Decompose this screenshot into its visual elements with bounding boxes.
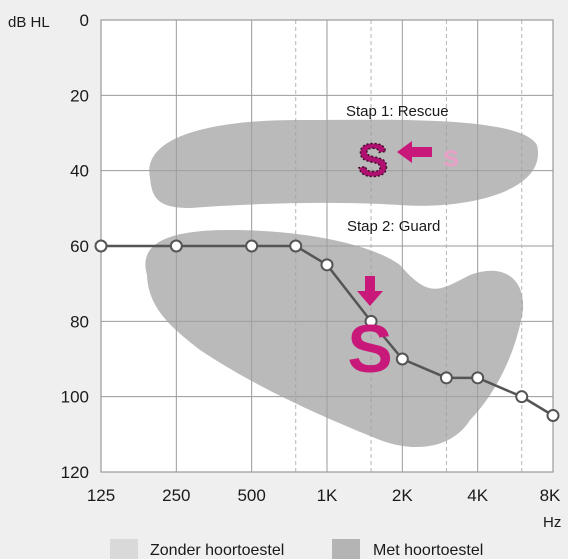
data-point: [289, 239, 303, 253]
step1-small-s: s: [443, 140, 460, 173]
data-point: [94, 239, 108, 253]
y-tick-label: 100: [61, 388, 89, 407]
step2-arrow-icon: [357, 276, 383, 306]
data-point: [364, 314, 378, 328]
y-unit-label: dB HL: [8, 14, 50, 31]
unaided-speech-region: [149, 119, 539, 208]
step2-label: Stap 2: Guard: [347, 218, 440, 235]
step1-label: Stap 1: Rescue: [346, 103, 449, 120]
x-tick-label: 250: [162, 486, 190, 505]
data-point: [439, 371, 453, 385]
x-tick-label: 1K: [317, 486, 338, 505]
data-point: [546, 409, 560, 422]
x-tick-label: 2K: [392, 486, 413, 505]
threshold-series: [94, 239, 560, 422]
y-tick-label: 60: [70, 237, 89, 256]
x-tick-label: 8K: [540, 486, 561, 505]
step1-arrow-icon: [397, 141, 432, 163]
data-point: [515, 390, 529, 404]
legend: Zonder hoortoestel Met hoortoestel: [110, 539, 483, 559]
legend-swatch-unaided: [110, 539, 138, 559]
x-tick-label: 500: [237, 486, 265, 505]
x-unit-label: Hz: [543, 514, 561, 531]
y-tick-label: 80: [70, 312, 89, 331]
y-axis: 0 20 40 60 80 100 120: [61, 11, 89, 482]
data-point: [320, 258, 334, 272]
aided-speech-region: [145, 230, 524, 448]
step2-large-s: S: [347, 311, 392, 387]
y-tick-label: 20: [70, 86, 89, 105]
data-point: [169, 239, 183, 253]
x-axis: 125 250 500 1K 2K 4K 8K: [87, 486, 561, 505]
step1-large-s: S: [358, 134, 389, 186]
data-point: [471, 371, 485, 385]
legend-label-unaided: Zonder hoortoestel: [150, 542, 284, 559]
data-point: [245, 239, 259, 253]
y-tick-label: 120: [61, 463, 89, 482]
y-tick-label: 40: [70, 162, 89, 181]
legend-swatch-aided: [332, 539, 360, 559]
legend-label-aided: Met hoortoestel: [373, 542, 483, 559]
x-tick-label: 125: [87, 486, 115, 505]
y-tick-label: 0: [80, 11, 89, 30]
x-tick-label: 4K: [467, 486, 488, 505]
data-point: [395, 352, 409, 366]
